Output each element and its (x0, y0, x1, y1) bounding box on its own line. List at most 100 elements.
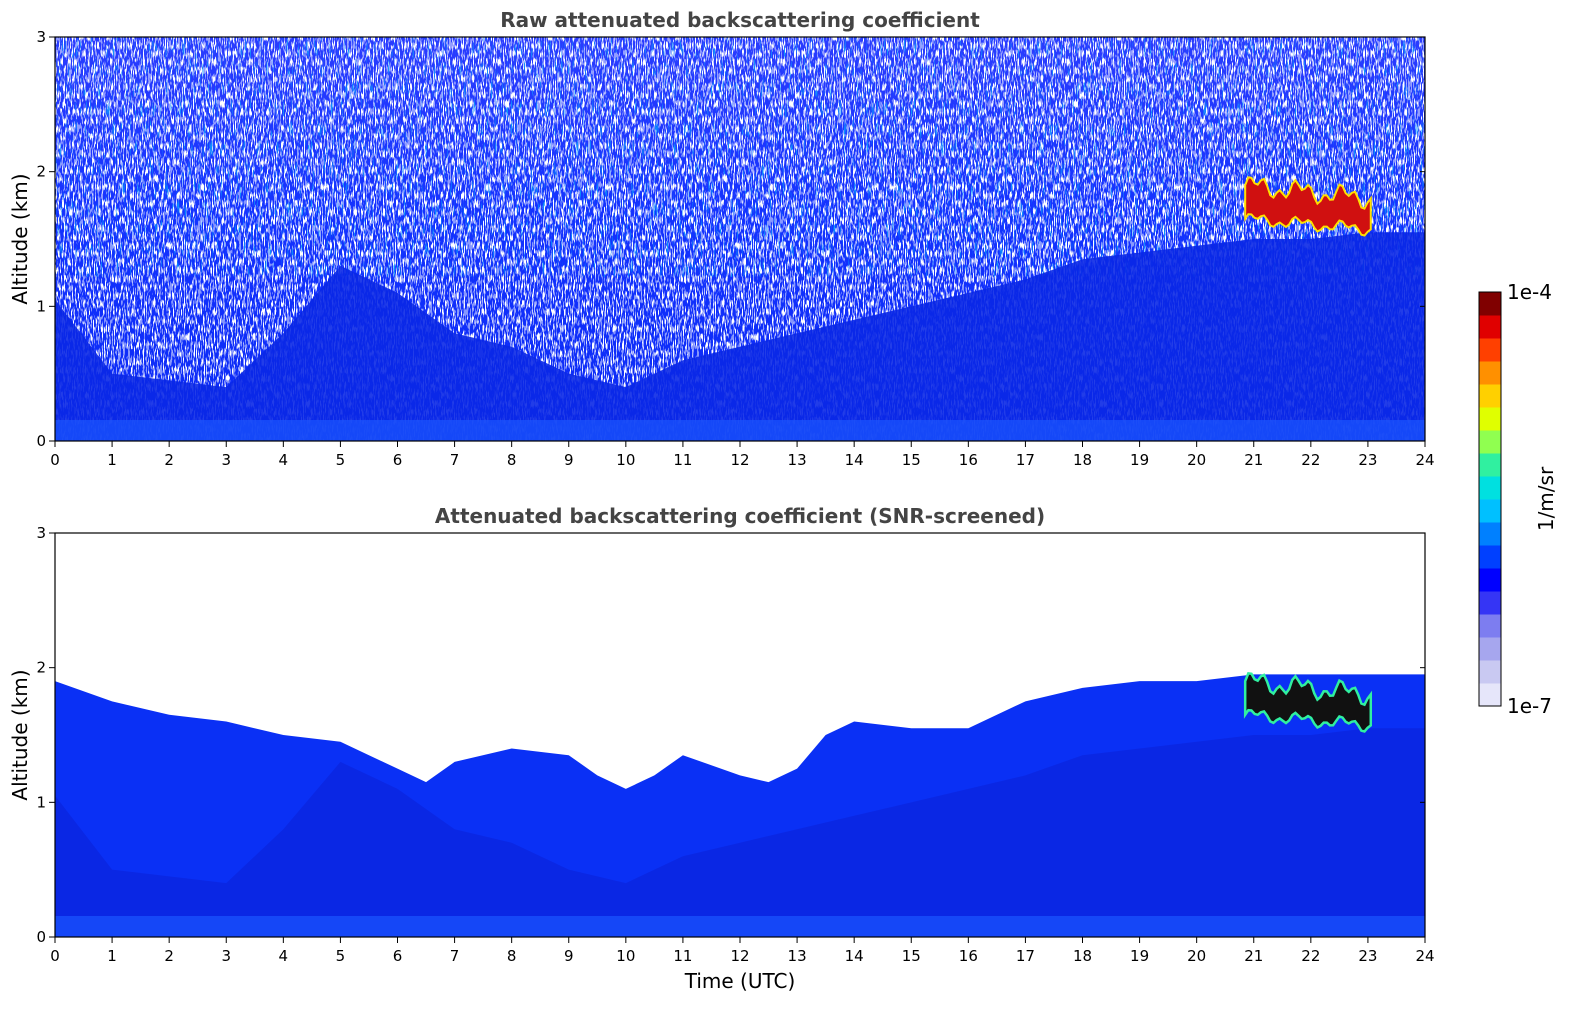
x-tick-label: 9 (564, 947, 574, 965)
x-tick-label: 12 (730, 947, 749, 965)
screened-boundary-layer (55, 728, 1425, 937)
colorbar-swatch (1479, 430, 1501, 454)
x-tick-label: 1 (107, 947, 117, 965)
colorbar-swatch (1479, 338, 1501, 362)
panel-screened-heatmap (55, 533, 1425, 937)
colorbar-swatch (1479, 453, 1501, 477)
x-tick-label: 16 (959, 451, 978, 469)
colorbar-swatch (1479, 315, 1501, 339)
panel-screened-x-axis: 0 1 2 3 4 5 6 7 8 9 10 11 12 13 14 15 16 17 18 19 20 21 22 23 24 (50, 937, 1435, 965)
x-tick-label: 13 (788, 451, 807, 469)
x-tick-label: 2 (164, 451, 174, 469)
y-tick-label: 1 (36, 793, 46, 811)
colorbar-swatch (1479, 522, 1501, 546)
x-tick-label: 8 (507, 947, 517, 965)
x-tick-label: 14 (845, 947, 864, 965)
panel-raw-title: Raw attenuated backscattering coefficien… (500, 8, 980, 32)
colorbar-swatch (1479, 499, 1501, 523)
x-tick-label: 5 (336, 451, 346, 469)
x-tick-label: 21 (1244, 451, 1263, 469)
x-tick-label: 8 (507, 451, 517, 469)
colorbar-swatch (1479, 568, 1501, 592)
colorbar-swatch (1479, 637, 1501, 661)
panel-screened: Attenuated backscattering coefficient (S… (8, 504, 1435, 993)
x-tick-label: 6 (393, 947, 403, 965)
colorbar-frame (1478, 291, 1502, 707)
panel-raw-ylabel: Altitude (km) (8, 173, 32, 304)
panel-screened-y-axis: 0 1 2 3 (36, 524, 1425, 946)
x-tick-label: 23 (1358, 947, 1377, 965)
x-tick-label: 0 (50, 947, 60, 965)
x-tick-label: 15 (902, 451, 921, 469)
colorbar-swatches (1479, 292, 1501, 707)
colorbar-swatch (1479, 476, 1501, 500)
panel-raw-heatmap (55, 37, 1425, 441)
colorbar: 1e-4 1e-7 1/m/sr (1478, 280, 1558, 718)
y-tick-label: 3 (36, 524, 46, 542)
panel-screened-ylabel: Altitude (km) (8, 669, 32, 800)
colorbar-swatch (1479, 614, 1501, 638)
x-tick-label: 18 (1073, 451, 1092, 469)
colorbar-swatch (1479, 660, 1501, 684)
panel-raw-y-axis: 0 1 2 3 (36, 28, 1425, 450)
x-tick-label: 19 (1130, 947, 1149, 965)
x-tick-label: 14 (845, 451, 864, 469)
x-tick-label: 1 (107, 451, 117, 469)
colorbar-swatch (1479, 545, 1501, 569)
screened-cloud-layer (1243, 671, 1373, 733)
x-tick-label: 11 (673, 947, 692, 965)
raw-cloud-layer (1244, 176, 1372, 237)
x-tick-label: 3 (221, 451, 231, 469)
x-tick-label: 15 (902, 947, 921, 965)
panel-screened-xlabel: Time (UTC) (684, 969, 796, 993)
panel-screened-title: Attenuated backscattering coefficient (S… (435, 504, 1045, 528)
x-tick-label: 12 (730, 451, 749, 469)
x-tick-label: 3 (221, 947, 231, 965)
x-tick-label: 22 (1301, 947, 1320, 965)
x-tick-label: 9 (564, 451, 574, 469)
x-tick-label: 16 (959, 947, 978, 965)
x-tick-label: 24 (1415, 947, 1434, 965)
x-tick-label: 20 (1187, 947, 1206, 965)
x-tick-label: 24 (1415, 451, 1434, 469)
x-tick-label: 19 (1130, 451, 1149, 469)
y-tick-label: 1 (36, 297, 46, 315)
y-tick-label: 2 (36, 163, 46, 181)
raw-boundary-layer (55, 232, 1425, 441)
x-tick-label: 23 (1358, 451, 1377, 469)
x-tick-label: 4 (279, 451, 289, 469)
x-tick-label: 11 (673, 451, 692, 469)
colorbar-swatch (1479, 361, 1501, 385)
x-tick-label: 0 (50, 451, 60, 469)
x-tick-label: 21 (1244, 947, 1263, 965)
x-tick-label: 22 (1301, 451, 1320, 469)
x-tick-label: 20 (1187, 451, 1206, 469)
colorbar-unit-label: 1/m/sr (1534, 466, 1558, 531)
x-tick-label: 2 (164, 947, 174, 965)
colorbar-max-label: 1e-4 (1507, 280, 1552, 304)
x-tick-label: 5 (336, 947, 346, 965)
colorbar-swatch (1479, 292, 1501, 316)
x-tick-label: 10 (616, 947, 635, 965)
x-tick-label: 4 (279, 947, 289, 965)
x-tick-label: 17 (1016, 947, 1035, 965)
screened-surface-layer (55, 916, 1425, 937)
x-tick-label: 6 (393, 451, 403, 469)
x-tick-label: 7 (450, 451, 460, 469)
panel-raw-x-axis: 0 1 2 3 4 5 6 7 8 9 10 11 12 13 14 15 16 17 18 19 20 21 22 23 24 (50, 441, 1435, 469)
x-tick-label: 17 (1016, 451, 1035, 469)
panel-raw: Raw attenuated backscattering coefficien… (8, 8, 1435, 469)
y-tick-label: 2 (36, 659, 46, 677)
colorbar-swatch (1479, 384, 1501, 408)
x-tick-label: 13 (788, 947, 807, 965)
colorbar-swatch (1479, 683, 1501, 707)
colorbar-swatch (1479, 591, 1501, 615)
x-tick-label: 18 (1073, 947, 1092, 965)
y-tick-label: 3 (36, 28, 46, 46)
raw-surface-layer (55, 420, 1425, 441)
x-tick-label: 7 (450, 947, 460, 965)
x-tick-label: 10 (616, 451, 635, 469)
colorbar-swatch (1479, 407, 1501, 431)
y-tick-label: 0 (36, 928, 46, 946)
